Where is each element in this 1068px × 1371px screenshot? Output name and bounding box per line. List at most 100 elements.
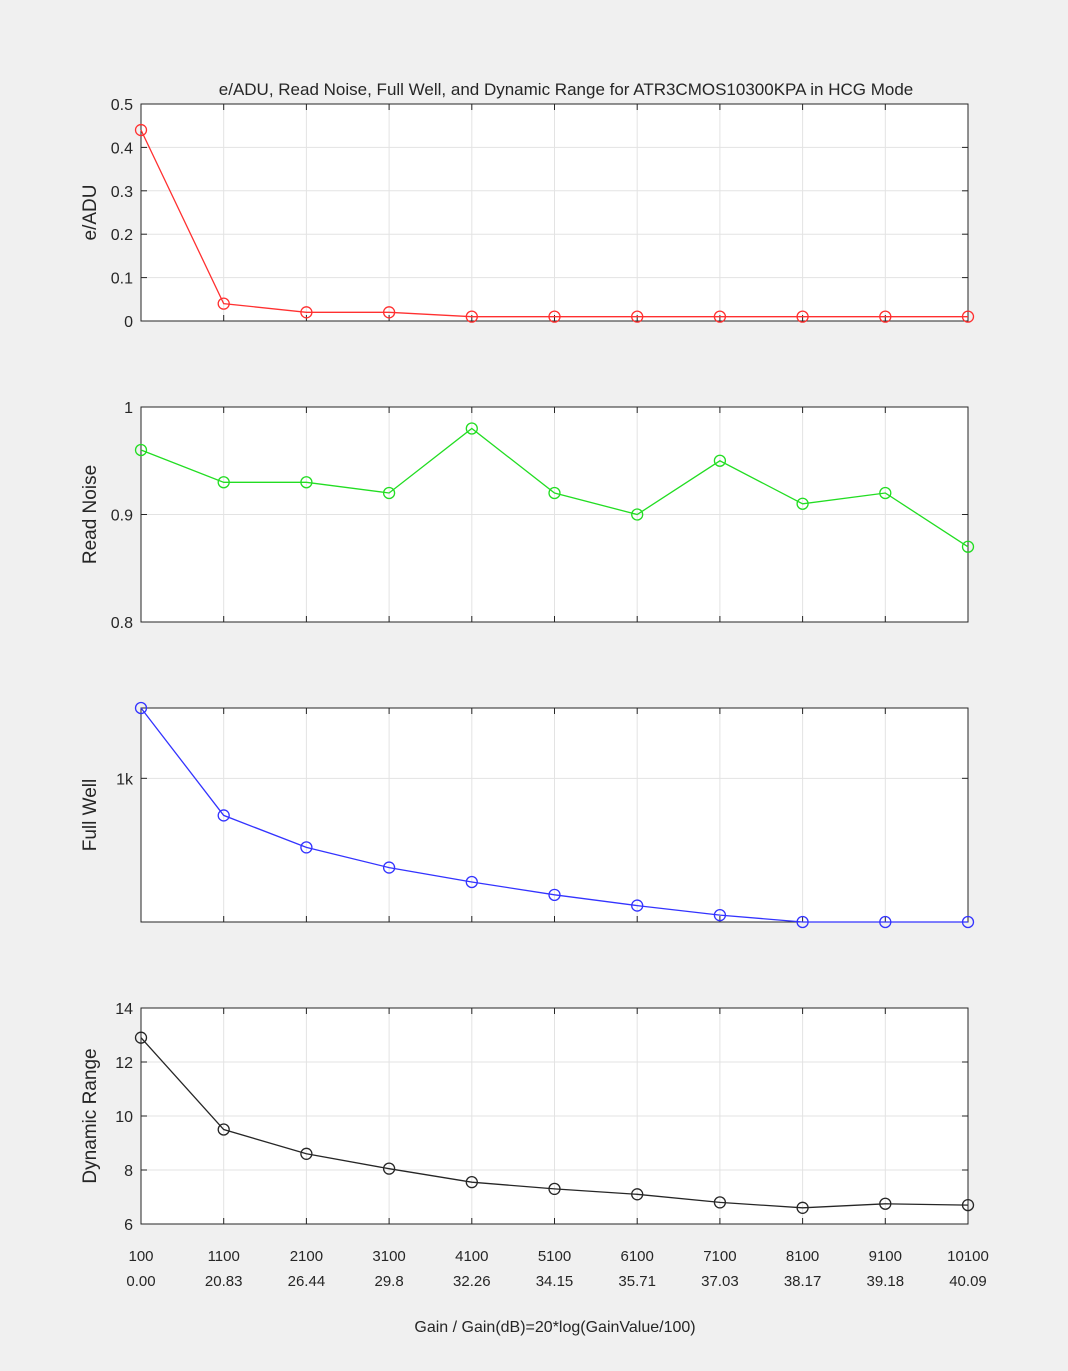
x-tick-label-gain: 5100 bbox=[538, 1248, 571, 1265]
y-tick-label: 0.3 bbox=[111, 184, 133, 201]
x-tick-label-db: 20.83 bbox=[205, 1273, 243, 1290]
x-tick-label-gain: 4100 bbox=[455, 1248, 488, 1265]
data-point bbox=[465, 1176, 478, 1189]
data-point bbox=[796, 310, 809, 323]
x-tick-label-gain: 2100 bbox=[290, 1248, 323, 1265]
data-point bbox=[300, 306, 313, 319]
data-point bbox=[548, 1182, 561, 1196]
series-line bbox=[140, 1037, 969, 1209]
y-tick-label: 8 bbox=[124, 1163, 133, 1180]
data-point bbox=[217, 476, 230, 489]
data-point bbox=[217, 809, 230, 822]
axes-2: 0.8 0.9 1 Read Noise bbox=[80, 400, 975, 632]
data-point bbox=[300, 1147, 313, 1160]
data-point bbox=[879, 310, 892, 323]
axes-4: 6 8 10 12 14 Dynamic Range bbox=[80, 1001, 975, 1234]
data-point bbox=[713, 310, 727, 323]
axes-3: 1k Full Well bbox=[80, 701, 975, 929]
y-tick-label: 0.5 bbox=[111, 97, 133, 114]
axes-1: 0 0.1 0.2 0.3 0.4 0.5 e/ADU bbox=[80, 97, 975, 331]
x-tick-label-db: 39.18 bbox=[867, 1273, 905, 1290]
data-point bbox=[879, 1197, 892, 1210]
x-axis-label: Gain / Gain(dB)=20*log(GainValue/100) bbox=[414, 1319, 695, 1336]
data-point bbox=[300, 841, 313, 854]
y-axis-label: Read Noise bbox=[80, 465, 101, 564]
x-tick-label-db: 26.44 bbox=[288, 1273, 326, 1290]
series-line bbox=[140, 129, 968, 318]
series-line bbox=[140, 427, 969, 548]
data-point bbox=[382, 486, 396, 500]
y-tick-label: 1k bbox=[116, 771, 134, 788]
data-point bbox=[217, 297, 230, 310]
data-point bbox=[134, 123, 148, 137]
x-tick-label-db: 38.17 bbox=[784, 1273, 822, 1290]
plot-frame bbox=[140, 406, 969, 623]
data-point bbox=[300, 476, 313, 489]
plot-frame bbox=[140, 1007, 969, 1225]
x-tick-label-gain: 8100 bbox=[786, 1248, 819, 1265]
y-tick-label: 10 bbox=[115, 1109, 133, 1126]
x-tick-label-gain: 100 bbox=[128, 1248, 153, 1265]
data-point bbox=[548, 888, 561, 901]
figure-title: e/ADU, Read Noise, Full Well, and Dynami… bbox=[219, 80, 913, 99]
y-tick-label: 0 bbox=[124, 314, 133, 331]
data-point bbox=[134, 701, 148, 715]
y-tick-label: 12 bbox=[115, 1055, 133, 1072]
data-point bbox=[631, 508, 644, 521]
series-line bbox=[140, 707, 968, 923]
data-point bbox=[631, 310, 644, 323]
data-point bbox=[879, 486, 892, 500]
data-point bbox=[134, 443, 148, 457]
data-point bbox=[465, 422, 478, 435]
data-point bbox=[465, 310, 478, 323]
x-tick-label-db: 35.71 bbox=[618, 1273, 656, 1290]
x-tick-label-gain: 10100 bbox=[947, 1248, 989, 1265]
data-point bbox=[713, 908, 727, 922]
x-tick-label-db: 40.09 bbox=[949, 1273, 987, 1290]
x-tick-label-gain: 9100 bbox=[869, 1248, 902, 1265]
y-axis-label: Dynamic Range bbox=[80, 1048, 101, 1183]
x-tick-label-db: 37.03 bbox=[701, 1273, 739, 1290]
data-point bbox=[796, 1201, 809, 1214]
data-point bbox=[382, 1162, 396, 1175]
data-point bbox=[631, 899, 644, 912]
y-tick-label: 1 bbox=[124, 400, 133, 417]
y-axis-label: Full Well bbox=[80, 779, 101, 852]
y-tick-label: 0.1 bbox=[111, 271, 133, 288]
data-point bbox=[548, 310, 561, 323]
y-tick-label: 6 bbox=[124, 1217, 133, 1234]
plot-frame bbox=[140, 103, 969, 322]
plot-frame bbox=[140, 707, 969, 923]
x-tick-label-gain: 6100 bbox=[621, 1248, 654, 1265]
data-point bbox=[631, 1188, 644, 1201]
x-tick-label-db: 32.26 bbox=[453, 1273, 491, 1290]
data-point bbox=[465, 875, 478, 889]
data-point bbox=[961, 1198, 975, 1212]
data-point bbox=[961, 915, 975, 929]
data-point bbox=[713, 454, 727, 467]
data-point bbox=[382, 861, 396, 874]
x-tick-label-db: 0.00 bbox=[126, 1273, 155, 1290]
data-point bbox=[548, 486, 561, 500]
y-tick-label: 14 bbox=[115, 1001, 133, 1018]
data-point bbox=[382, 306, 396, 319]
x-tick-label-db: 29.8 bbox=[374, 1273, 403, 1290]
y-tick-label: 0.9 bbox=[111, 508, 133, 525]
data-point bbox=[713, 1196, 727, 1209]
y-axis-label: e/ADU bbox=[80, 185, 101, 241]
x-tick-label-db: 34.15 bbox=[536, 1273, 574, 1290]
y-tick-label: 0.2 bbox=[111, 227, 133, 244]
x-tick-label-gain: 1100 bbox=[208, 1248, 240, 1265]
data-point bbox=[796, 497, 809, 510]
data-point bbox=[134, 1031, 148, 1044]
data-point bbox=[961, 540, 975, 553]
y-tick-label: 0.4 bbox=[111, 140, 133, 157]
axes-layer: 0 0.1 0.2 0.3 0.4 0.5 e/ADU 0.8 0.9 1 Read Noise 1k… bbox=[80, 97, 989, 1290]
data-point bbox=[961, 310, 975, 323]
y-tick-label: 0.8 bbox=[111, 615, 133, 632]
x-tick-label-gain: 3100 bbox=[372, 1248, 405, 1265]
data-point bbox=[796, 915, 809, 929]
x-tick-label-gain: 7100 bbox=[703, 1248, 736, 1265]
data-point bbox=[879, 915, 892, 929]
